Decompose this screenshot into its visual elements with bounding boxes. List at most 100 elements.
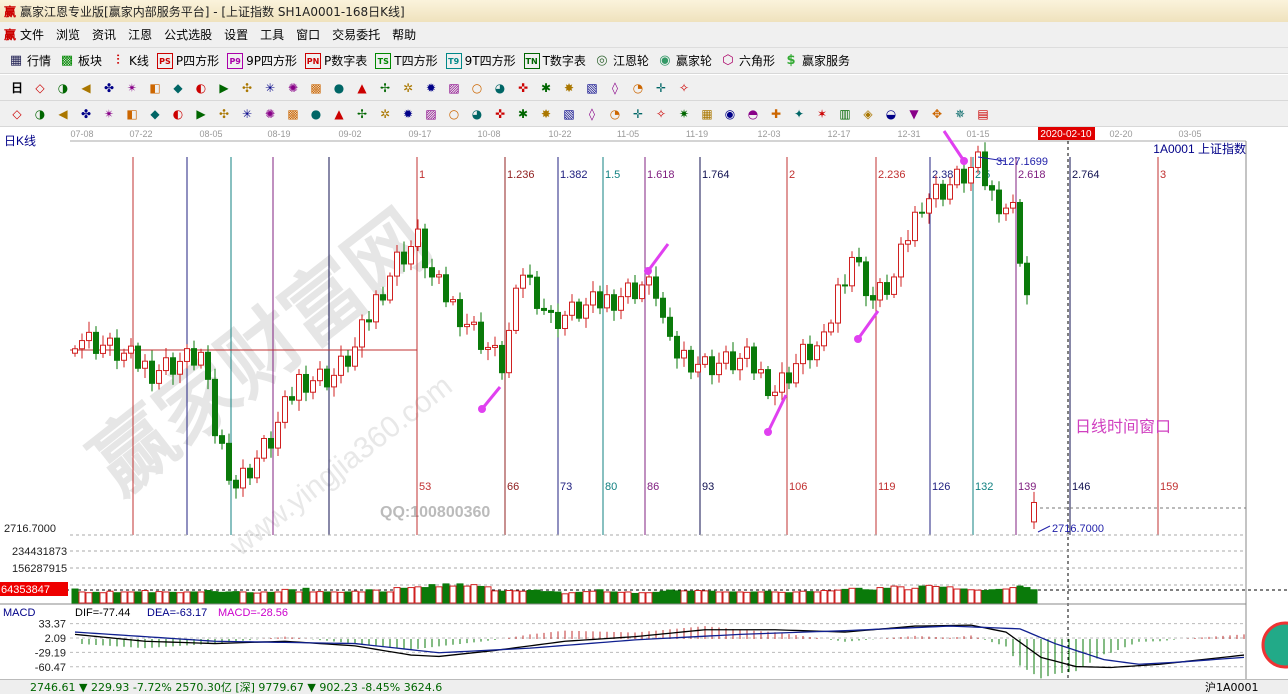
box-fan-icon[interactable]: ✜	[494, 106, 506, 121]
toolbar-button-6[interactable]: TS T四方形	[375, 52, 438, 69]
percent-lines-icon[interactable]: ◉	[724, 106, 736, 121]
calc-icon[interactable]: ◆	[173, 80, 183, 95]
menu-5[interactable]: 设置	[224, 28, 249, 42]
menu-9[interactable]: 帮助	[392, 28, 417, 42]
spiral-icon[interactable]: ◧	[126, 106, 138, 121]
gold-circle-icon[interactable]: ◓	[747, 106, 759, 121]
left-icon[interactable]: ✳	[264, 80, 276, 95]
menu-1[interactable]: 浏览	[56, 28, 81, 42]
ying-fan-icon[interactable]: ✵	[954, 106, 966, 121]
rect-icon[interactable]: ○	[448, 106, 460, 121]
gold-icon[interactable]: ▥	[839, 106, 851, 121]
pen-ruler-icon[interactable]: ◆	[150, 106, 160, 121]
gold-grid2-icon[interactable]: ✤	[80, 106, 92, 121]
chart9-icon[interactable]: ✴	[126, 80, 138, 95]
kline-chart[interactable]: 07-08 07-22 08-05 08-19 09-02 09-17 10-08 10-22…	[0, 127, 1288, 679]
candle-type-icon[interactable]: ◧	[149, 80, 161, 95]
diamond-x-icon[interactable]: ✢	[379, 80, 391, 95]
right-icon[interactable]: ✺	[287, 80, 299, 95]
toolbar-button-10[interactable]: ◉ 赢家轮	[657, 52, 712, 69]
menu-8[interactable]: 交易委托	[332, 28, 381, 42]
chart3-icon[interactable]: ✤	[103, 80, 115, 95]
toolbar-button-7[interactable]: T9 9T四方形	[445, 52, 516, 69]
diamond-right-icon[interactable]: ●	[333, 80, 345, 95]
box-grid-icon[interactable]: ✹	[402, 106, 414, 121]
network-icon[interactable]: ✛	[655, 80, 667, 95]
star-icon[interactable]: ▩	[287, 106, 299, 121]
diamond-h-icon[interactable]: ▲	[357, 80, 367, 95]
table-icon[interactable]: ✧	[655, 106, 667, 121]
f-grid-icon[interactable]: ✴	[103, 106, 115, 121]
toolbar-button-1[interactable]: ▩ 板块	[59, 52, 102, 69]
grid3-icon[interactable]: ◊	[589, 106, 595, 121]
slash-icon[interactable]: ✛	[632, 106, 644, 121]
save-icon[interactable]: ◔	[632, 80, 644, 95]
menu-3[interactable]: 江恩	[128, 28, 153, 42]
period-select[interactable]: 日	[10, 80, 23, 95]
window-icon[interactable]: ◑	[57, 80, 69, 95]
menu-6[interactable]: 工具	[260, 28, 285, 42]
grid2-icon[interactable]: ▶	[196, 106, 206, 121]
angle-icon[interactable]: ✳	[241, 106, 253, 121]
arrow-h-icon[interactable]: ▨	[425, 106, 437, 121]
hand-icon[interactable]: ▨	[448, 80, 460, 95]
menu-7[interactable]: 窗口	[296, 28, 321, 42]
report-icon[interactable]: ◊	[612, 80, 618, 95]
gold-lines-icon[interactable]: ✚	[770, 106, 782, 121]
angle2-icon[interactable]: ✸	[540, 106, 552, 121]
j-fan-icon[interactable]: ◈	[863, 106, 873, 121]
trend-icon[interactable]: ◕	[494, 80, 506, 95]
last-icon[interactable]: ✣	[241, 80, 253, 95]
square-icon[interactable]: ●	[310, 106, 322, 121]
pen-icon[interactable]: ◇	[12, 106, 22, 121]
toolbar-button-3[interactable]: PS P四方形	[156, 52, 219, 69]
candle-up	[436, 274, 442, 278]
candle-up	[779, 372, 785, 393]
wave-icon[interactable]: ✶	[816, 106, 828, 121]
target-icon[interactable]: ✺	[264, 106, 276, 121]
gold-fan-icon[interactable]: ▼	[909, 106, 919, 121]
shen-icon[interactable]: ✢	[356, 106, 368, 121]
grid4-icon[interactable]: ◔	[609, 106, 621, 121]
menu-0[interactable]: 文件	[20, 28, 45, 42]
gold-grid-icon[interactable]: ◀	[58, 106, 68, 121]
calendar-icon[interactable]: ✸	[563, 80, 575, 95]
pencil-bar-icon[interactable]: ✦	[793, 106, 805, 121]
n2-icon[interactable]: ✣	[218, 106, 230, 121]
volume-bar	[813, 591, 821, 604]
crosshair-icon[interactable]: ○	[471, 80, 483, 95]
toolbar-button-8[interactable]: TN T数字表	[523, 52, 586, 69]
circle-grid-icon[interactable]: ◐	[172, 106, 184, 121]
grid-icon[interactable]: ◑	[34, 106, 46, 121]
toolbar-button-5[interactable]: PN P数字表	[305, 52, 367, 69]
first-icon[interactable]: ▶	[219, 80, 229, 95]
percent-fan-icon[interactable]: ✷	[678, 106, 690, 121]
menu-2[interactable]: 资讯	[92, 28, 117, 42]
f-fan-icon[interactable]: ◒	[885, 106, 897, 121]
print-icon[interactable]: ✧	[678, 80, 690, 95]
v-icon[interactable]: ▧	[563, 106, 575, 121]
jian-fan-icon[interactable]: ✥	[931, 106, 943, 121]
notes-icon[interactable]: ◀	[81, 80, 91, 95]
toolbar-button-4[interactable]: P9 9P四方形	[227, 52, 297, 69]
node-icon[interactable]: ✜	[517, 80, 529, 95]
calculator-icon[interactable]: ▧	[586, 80, 598, 95]
flag-icon[interactable]: ◐	[195, 80, 207, 95]
cycle-icon[interactable]: ✱	[540, 80, 552, 95]
toolbar-button-0[interactable]: ▦ 行情	[8, 52, 51, 69]
diamond-star-icon[interactable]: ✲	[402, 80, 414, 95]
diamond-v-icon[interactable]: ✹	[425, 80, 437, 95]
percent-icon[interactable]: ▦	[701, 106, 713, 121]
fan-icon[interactable]: ◕	[471, 106, 483, 121]
menu-4[interactable]: 公式选股	[164, 28, 213, 42]
toolbar-button-2[interactable]: ⫶ K线	[110, 52, 149, 69]
diamond-left-icon[interactable]: ▩	[310, 80, 322, 95]
si-fan-icon[interactable]: ▤	[977, 106, 989, 121]
box-fan2-icon[interactable]: ✱	[517, 106, 529, 121]
toolbar-button-11[interactable]: ⬡ 六角形	[720, 52, 775, 69]
ying-icon[interactable]: ✲	[379, 106, 391, 121]
toolbar-button-12[interactable]: $ 赢家服务	[783, 52, 850, 69]
period-day-icon[interactable]: ◇	[35, 80, 45, 95]
toolbar-button-9[interactable]: ◎ 江恩轮	[594, 52, 649, 69]
lines-icon[interactable]: ▲	[334, 106, 344, 121]
